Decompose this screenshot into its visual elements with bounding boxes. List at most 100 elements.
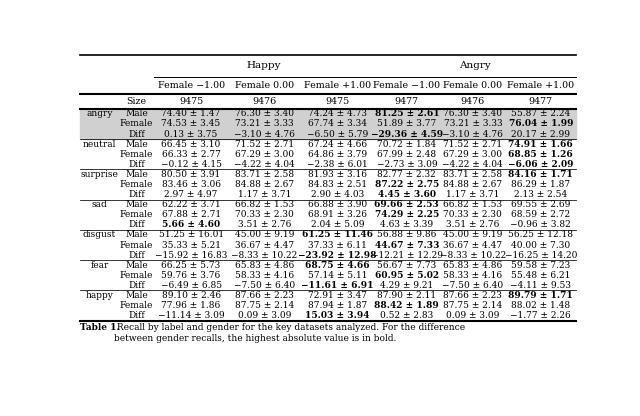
Text: −6.06 ± 2.09: −6.06 ± 2.09: [508, 160, 573, 169]
Text: 59.58 ± 7.23: 59.58 ± 7.23: [511, 261, 570, 270]
Text: −12.21 ± 12.29: −12.21 ± 12.29: [371, 251, 443, 260]
Bar: [80, 55, 576, 321]
Text: 9475: 9475: [179, 97, 204, 106]
Text: 71.52 ± 2.71: 71.52 ± 2.71: [235, 140, 294, 149]
Text: 45.00 ± 9.19: 45.00 ± 9.19: [443, 230, 502, 240]
Text: Diff: Diff: [128, 220, 145, 229]
Text: 76.04 ± 1.99: 76.04 ± 1.99: [509, 119, 573, 129]
Text: 67.74 ± 3.34: 67.74 ± 3.34: [308, 119, 367, 129]
Text: 9476: 9476: [252, 97, 276, 106]
Text: −0.12 ± 4.15: −0.12 ± 4.15: [161, 160, 221, 169]
Text: −29.36 ± 4.59: −29.36 ± 4.59: [371, 130, 443, 139]
Text: 66.82 ± 1.53: 66.82 ± 1.53: [444, 200, 502, 209]
Text: Female: Female: [120, 180, 153, 189]
Text: 87.90 ± 2.11: 87.90 ± 2.11: [378, 291, 436, 300]
Text: 37.33 ± 6.11: 37.33 ± 6.11: [308, 240, 367, 250]
Text: Female: Female: [120, 271, 153, 280]
Text: 0.52 ± 2.83: 0.52 ± 2.83: [380, 311, 433, 320]
Text: Male: Male: [125, 230, 148, 240]
Text: 9477: 9477: [529, 97, 553, 106]
Text: 87.66 ± 2.23: 87.66 ± 2.23: [235, 291, 294, 300]
Text: disgust: disgust: [83, 230, 116, 240]
Text: 1.17 ± 3.71: 1.17 ± 3.71: [238, 190, 291, 199]
Text: −7.50 ± 6.40: −7.50 ± 6.40: [234, 281, 295, 290]
Text: 55.48 ± 6.21: 55.48 ± 6.21: [511, 271, 570, 280]
Bar: [80, 119, 576, 129]
Text: −0.96 ± 3.82: −0.96 ± 3.82: [511, 220, 571, 229]
Text: 74.29 ± 2.25: 74.29 ± 2.25: [375, 210, 439, 219]
Text: −6.49 ± 6.85: −6.49 ± 6.85: [161, 281, 221, 290]
Text: 87.94 ± 1.87: 87.94 ± 1.87: [308, 301, 367, 310]
Text: 84.16 ± 1.71: 84.16 ± 1.71: [508, 170, 573, 179]
Text: 68.59 ± 2.72: 68.59 ± 2.72: [511, 210, 570, 219]
Text: 67.29 ± 3.00: 67.29 ± 3.00: [235, 150, 294, 159]
Text: 67.99 ± 2.48: 67.99 ± 2.48: [378, 150, 436, 159]
Text: 20.17 ± 2.99: 20.17 ± 2.99: [511, 130, 570, 139]
Text: 68.75 ± 4.66: 68.75 ± 4.66: [305, 261, 370, 270]
Text: 87.22 ± 2.75: 87.22 ± 2.75: [375, 180, 439, 189]
Text: Male: Male: [125, 291, 148, 300]
Text: 84.88 ± 2.67: 84.88 ± 2.67: [444, 180, 502, 189]
Text: 89.79 ± 1.71: 89.79 ± 1.71: [508, 291, 573, 300]
Text: −4.22 ± 4.04: −4.22 ± 4.04: [442, 160, 503, 169]
Text: 59.76 ± 3.76: 59.76 ± 3.76: [161, 271, 221, 280]
Text: Female: Female: [120, 301, 153, 310]
Text: 66.25 ± 5.73: 66.25 ± 5.73: [161, 261, 221, 270]
Text: 67.88 ± 2.71: 67.88 ± 2.71: [161, 210, 221, 219]
Text: Table 1.: Table 1.: [80, 323, 120, 332]
Text: 1.17 ± 3.71: 1.17 ± 3.71: [446, 190, 499, 199]
Text: 84.83 ± 2.51: 84.83 ± 2.51: [308, 180, 367, 189]
Bar: [80, 109, 576, 119]
Text: 2.97 ± 4.97: 2.97 ± 4.97: [164, 190, 218, 199]
Text: Female 0.00: Female 0.00: [444, 81, 502, 90]
Text: 74.40 ± 1.47: 74.40 ± 1.47: [161, 109, 221, 119]
Text: 60.95 ± 5.02: 60.95 ± 5.02: [375, 271, 439, 280]
Text: 84.88 ± 2.67: 84.88 ± 2.67: [235, 180, 294, 189]
Text: sad: sad: [92, 200, 108, 209]
Text: Recall by label and gender for the key datasets analyzed. For the difference
bet: Recall by label and gender for the key d…: [114, 323, 465, 343]
Text: −11.14 ± 3.09: −11.14 ± 3.09: [158, 311, 225, 320]
Text: 73.21 ± 3.33: 73.21 ± 3.33: [235, 119, 294, 129]
Text: 83.71 ± 2.58: 83.71 ± 2.58: [235, 170, 294, 179]
Text: −4.22 ± 4.04: −4.22 ± 4.04: [234, 160, 295, 169]
Text: 55.87 ± 2.24: 55.87 ± 2.24: [511, 109, 570, 119]
Text: Diff: Diff: [128, 281, 145, 290]
Text: 64.86 ± 3.79: 64.86 ± 3.79: [308, 150, 367, 159]
Text: Female: Female: [120, 240, 153, 250]
Text: 87.75 ± 2.14: 87.75 ± 2.14: [444, 301, 502, 310]
Text: −7.50 ± 6.40: −7.50 ± 6.40: [442, 281, 504, 290]
Text: Female: Female: [120, 150, 153, 159]
Text: Female: Female: [120, 210, 153, 219]
Text: 51.89 ± 3.77: 51.89 ± 3.77: [377, 119, 436, 129]
Text: 4.29 ± 9.21: 4.29 ± 9.21: [380, 281, 433, 290]
Text: 61.25 ± 11.46: 61.25 ± 11.46: [302, 230, 373, 240]
Text: 45.00 ± 9.19: 45.00 ± 9.19: [235, 230, 294, 240]
Text: 89.10 ± 2.46: 89.10 ± 2.46: [161, 291, 221, 300]
Text: 5.66 ± 4.60: 5.66 ± 4.60: [162, 220, 220, 229]
Text: 51.25 ± 16.01: 51.25 ± 16.01: [159, 230, 223, 240]
Text: 69.55 ± 2.69: 69.55 ± 2.69: [511, 200, 570, 209]
Text: 76.30 ± 3.40: 76.30 ± 3.40: [235, 109, 294, 119]
Text: 4.45 ± 3.60: 4.45 ± 3.60: [378, 190, 436, 199]
Text: 2.04 ± 5.09: 2.04 ± 5.09: [310, 220, 364, 229]
Text: Female +1.00: Female +1.00: [304, 81, 371, 90]
Text: 73.21 ± 3.33: 73.21 ± 3.33: [444, 119, 502, 129]
Text: 67.29 ± 3.00: 67.29 ± 3.00: [444, 150, 502, 159]
Text: angry: angry: [86, 109, 113, 119]
Text: 87.75 ± 2.14: 87.75 ± 2.14: [235, 301, 294, 310]
Text: 66.88 ± 3.90: 66.88 ± 3.90: [308, 200, 367, 209]
Text: 88.02 ± 1.48: 88.02 ± 1.48: [511, 301, 570, 310]
Text: 2.90 ± 4.03: 2.90 ± 4.03: [311, 190, 364, 199]
Text: 68.85 ± 1.26: 68.85 ± 1.26: [508, 150, 573, 159]
Text: −1.77 ± 2.26: −1.77 ± 2.26: [511, 311, 571, 320]
Text: 56.88 ± 9.86: 56.88 ± 9.86: [377, 230, 436, 240]
Text: 66.82 ± 1.53: 66.82 ± 1.53: [235, 200, 294, 209]
Text: 88.42 ± 1.89: 88.42 ± 1.89: [374, 301, 439, 310]
Text: Male: Male: [125, 170, 148, 179]
Text: 56.67 ± 7.73: 56.67 ± 7.73: [377, 261, 436, 270]
Text: 81.93 ± 3.16: 81.93 ± 3.16: [308, 170, 367, 179]
Text: neutral: neutral: [83, 140, 116, 149]
Text: 67.24 ± 4.66: 67.24 ± 4.66: [308, 140, 367, 149]
Text: surprise: surprise: [81, 170, 118, 179]
Text: 56.25 ± 12.18: 56.25 ± 12.18: [508, 230, 573, 240]
